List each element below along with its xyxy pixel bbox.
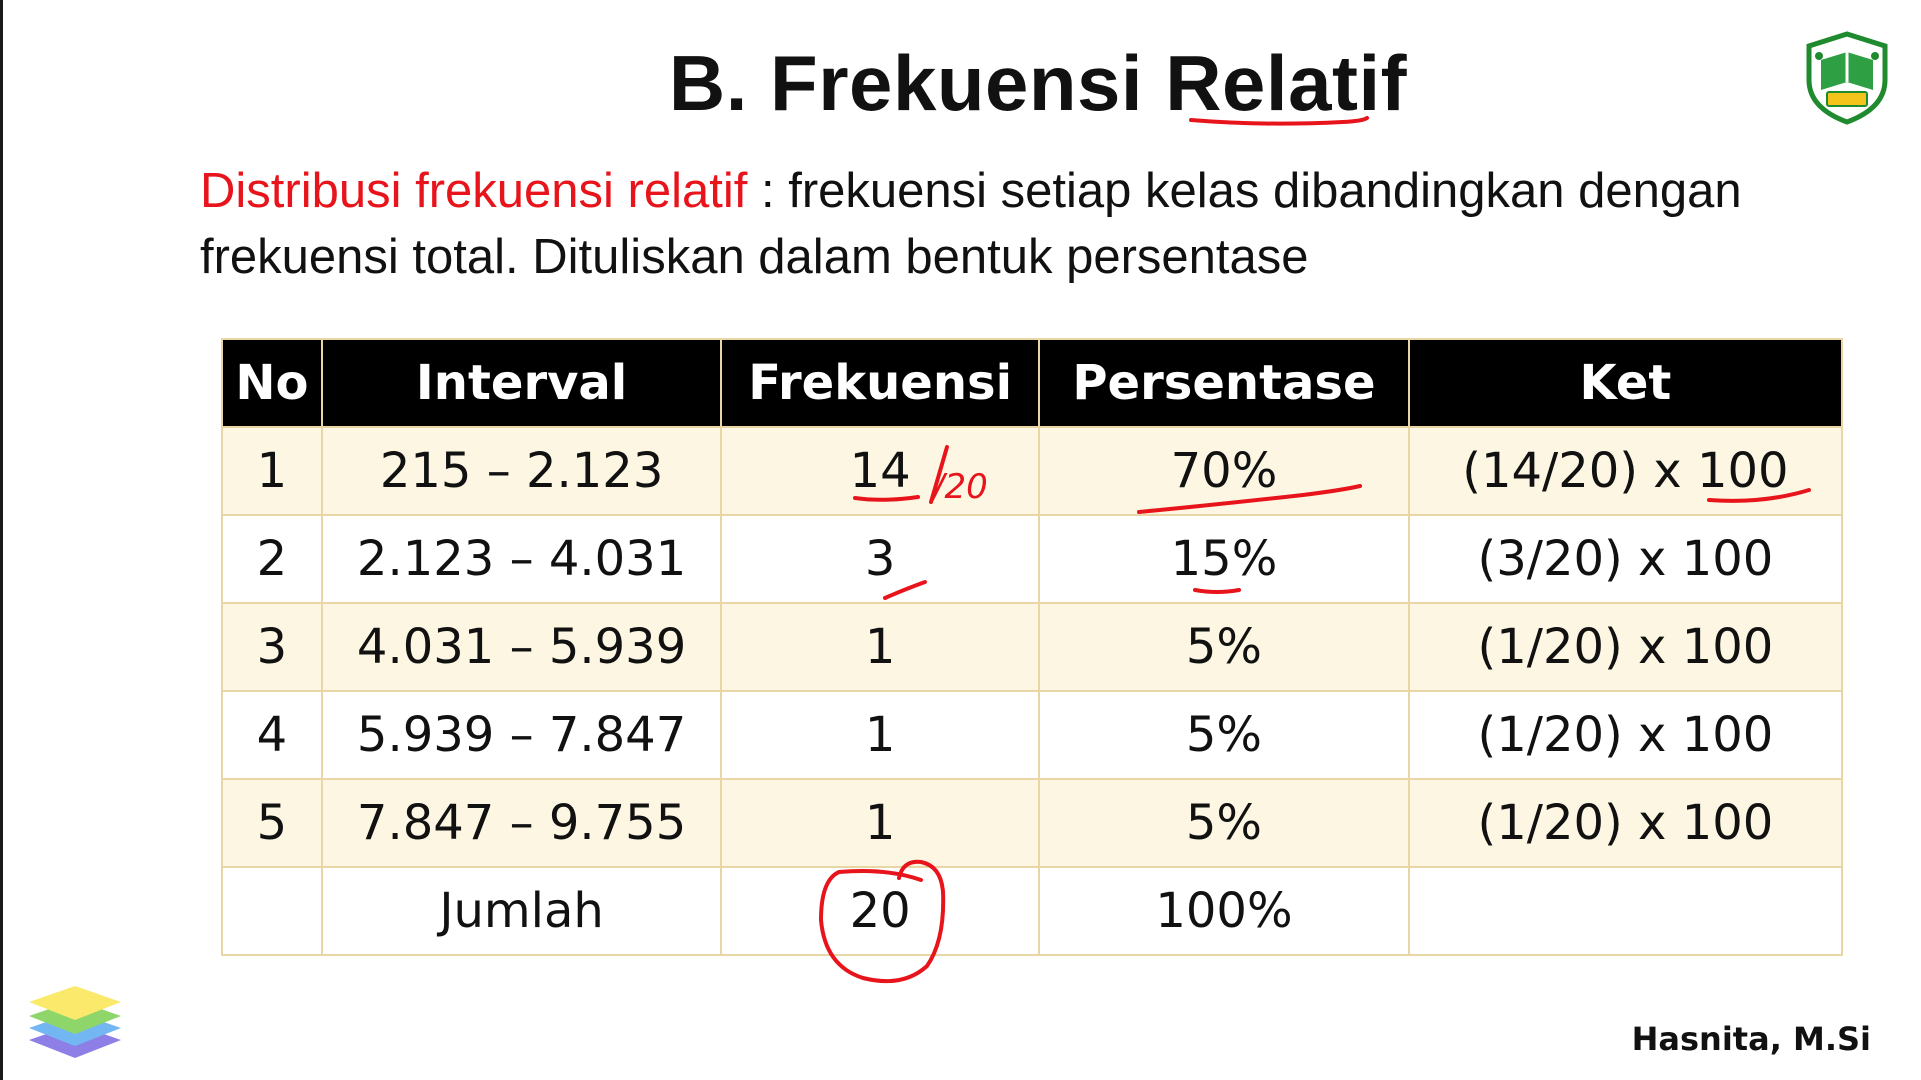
definition-body: : frekuensi setiap kelas dibandingkan de… (200, 164, 1742, 284)
table-row: 1 215 – 2.123 14 70% (14/20) x 100 (221, 426, 1844, 516)
university-book-shield-icon (1806, 31, 1888, 125)
cell-persentase: 15% (1038, 514, 1410, 604)
cell-interval: 4.031 – 5.939 (320, 602, 723, 692)
table-total-row: Jumlah 20 100% (221, 866, 1844, 956)
cell-frekuensi: 1 (720, 778, 1041, 868)
cell-persentase: 5% (1038, 690, 1410, 780)
cell-interval: 215 – 2.123 (320, 426, 723, 516)
cell-no: 4 (221, 690, 323, 780)
cell-ket-empty (1407, 866, 1844, 956)
table-header-row: No Interval Frekuensi Persentase Ket (221, 338, 1844, 428)
total-persentase: 100% (1038, 866, 1410, 956)
layers-stack-icon (29, 986, 121, 1058)
table-row: 3 4.031 – 5.939 1 5% (1/20) x 100 (221, 602, 1844, 692)
header-ket: Ket (1407, 338, 1844, 428)
header-frekuensi: Frekuensi (720, 338, 1041, 428)
definition-term: Distribusi frekuensi relatif (200, 164, 748, 218)
total-label: Jumlah (320, 866, 723, 956)
cell-ket: (14/20) x 100 (1407, 426, 1844, 516)
definition-text: Distribusi frekuensi relatif : frekuensi… (200, 158, 1760, 290)
cell-frekuensi: 3 (720, 514, 1041, 604)
cell-ket: (1/20) x 100 (1407, 690, 1844, 780)
cell-frekuensi: 14 (720, 426, 1041, 516)
cell-ket: (1/20) x 100 (1407, 778, 1844, 868)
cell-frekuensi: 1 (720, 602, 1041, 692)
header-no: No (221, 338, 323, 428)
cell-interval: 7.847 – 9.755 (320, 778, 723, 868)
cell-no: 2 (221, 514, 323, 604)
table-row: 2 2.123 – 4.031 3 15% (3/20) x 100 (221, 514, 1844, 604)
cell-no: 3 (221, 602, 323, 692)
author-name: Hasnita, M.Si (1631, 1020, 1871, 1058)
table-row: 4 5.939 – 7.847 1 5% (1/20) x 100 (221, 690, 1844, 780)
total-frekuensi: 20 (720, 866, 1041, 956)
cell-ket: (1/20) x 100 (1407, 602, 1844, 692)
slide-title: B. Frekuensi Relatif (668, 39, 1408, 127)
cell-persentase: 5% (1038, 602, 1410, 692)
cell-no: 5 (221, 778, 323, 868)
header-persentase: Persentase (1038, 338, 1410, 428)
table-row: 5 7.847 – 9.755 1 5% (1/20) x 100 (221, 778, 1844, 868)
cell-no: 1 (221, 426, 323, 516)
cell-ket: (3/20) x 100 (1407, 514, 1844, 604)
cell-no-empty (221, 866, 323, 956)
cell-persentase: 5% (1038, 778, 1410, 868)
frequency-table: No Interval Frekuensi Persentase Ket 1 2… (221, 338, 1844, 956)
cell-interval: 2.123 – 4.031 (320, 514, 723, 604)
cell-interval: 5.939 – 7.847 (320, 690, 723, 780)
header-interval: Interval (320, 338, 723, 428)
cell-frekuensi: 1 (720, 690, 1041, 780)
cell-persentase: 70% (1038, 426, 1410, 516)
